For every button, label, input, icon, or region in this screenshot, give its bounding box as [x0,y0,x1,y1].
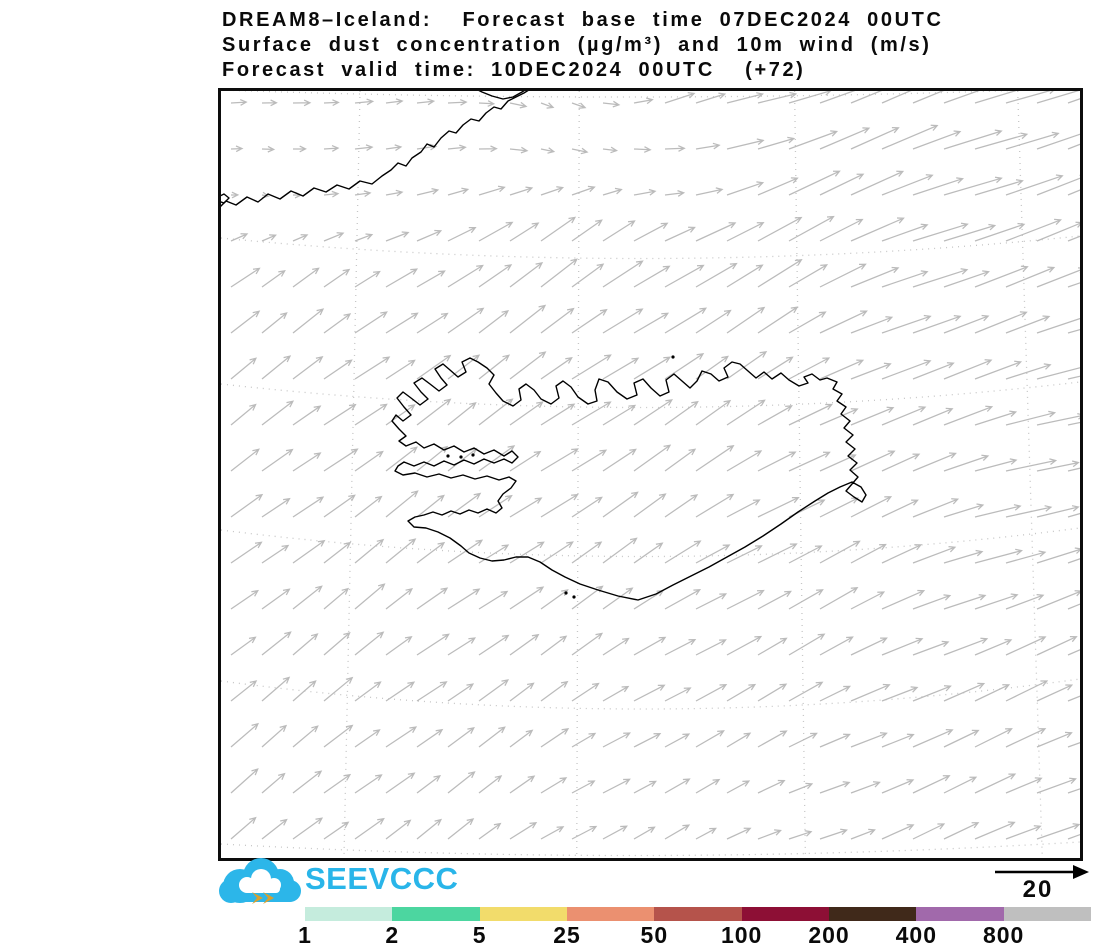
colorbar-segment [479,907,567,921]
greenland-coastline [221,91,529,207]
islet-dot [671,355,675,359]
top-island-coastline [478,91,525,100]
forecast-map [218,88,1083,861]
seevccc-cloud-icon [219,858,301,904]
islet-dot [564,591,568,595]
greenland-islet [221,193,230,204]
wind-arrows-layer [230,91,1080,840]
dust-colorbar-labels: 1 2 5 25 50 100 200 400 800 [298,922,1091,948]
colorbar-tick-label: 100 [720,922,763,948]
colorbar-segment [654,907,742,921]
seevccc-logo-text: SEEVCCC [305,861,459,896]
colorbar-tick-label: 400 [895,922,938,948]
colorbar-segment [1003,907,1091,921]
colorbar-segment [392,907,480,921]
colorbar-segment [828,907,917,921]
title-line-1: DREAM8–Iceland: Forecast base time 07DEC… [222,9,944,31]
title-line-3: Forecast valid time: 10DEC2024 00UTC (+7… [222,59,806,81]
colorbar-tick-label: 25 [553,922,581,948]
islet-dot [572,595,576,599]
colorbar-tick-label: 2 [385,922,400,948]
colorbar-tick-label: 1 [298,922,312,948]
islet-dot [459,455,463,459]
dust-colorbar [305,907,1091,921]
colorbar-tick-label: 800 [982,922,1025,948]
colorbar-segment [916,907,1004,921]
coastline-layer [221,91,867,601]
wind-reference-arrow [985,860,1095,884]
islet-dot [471,453,475,457]
colorbar-tick-label: 50 [640,922,669,948]
colorbar-tick-label: 200 [808,922,850,948]
colorbar-tick-label: 5 [472,922,487,948]
map-canvas [221,91,1080,858]
title-line-2: Surface dust concentration (µg/m³) and 1… [222,34,932,56]
iceland-coastline [391,357,867,601]
title-block: DREAM8–Iceland: Forecast base time 07DEC… [222,8,943,83]
islet-dot [446,454,450,458]
wind-reference-value: 20 [1022,876,1054,903]
colorbar-segment [566,907,655,921]
colorbar-segment [741,907,829,921]
colorbar-segment [305,907,393,921]
